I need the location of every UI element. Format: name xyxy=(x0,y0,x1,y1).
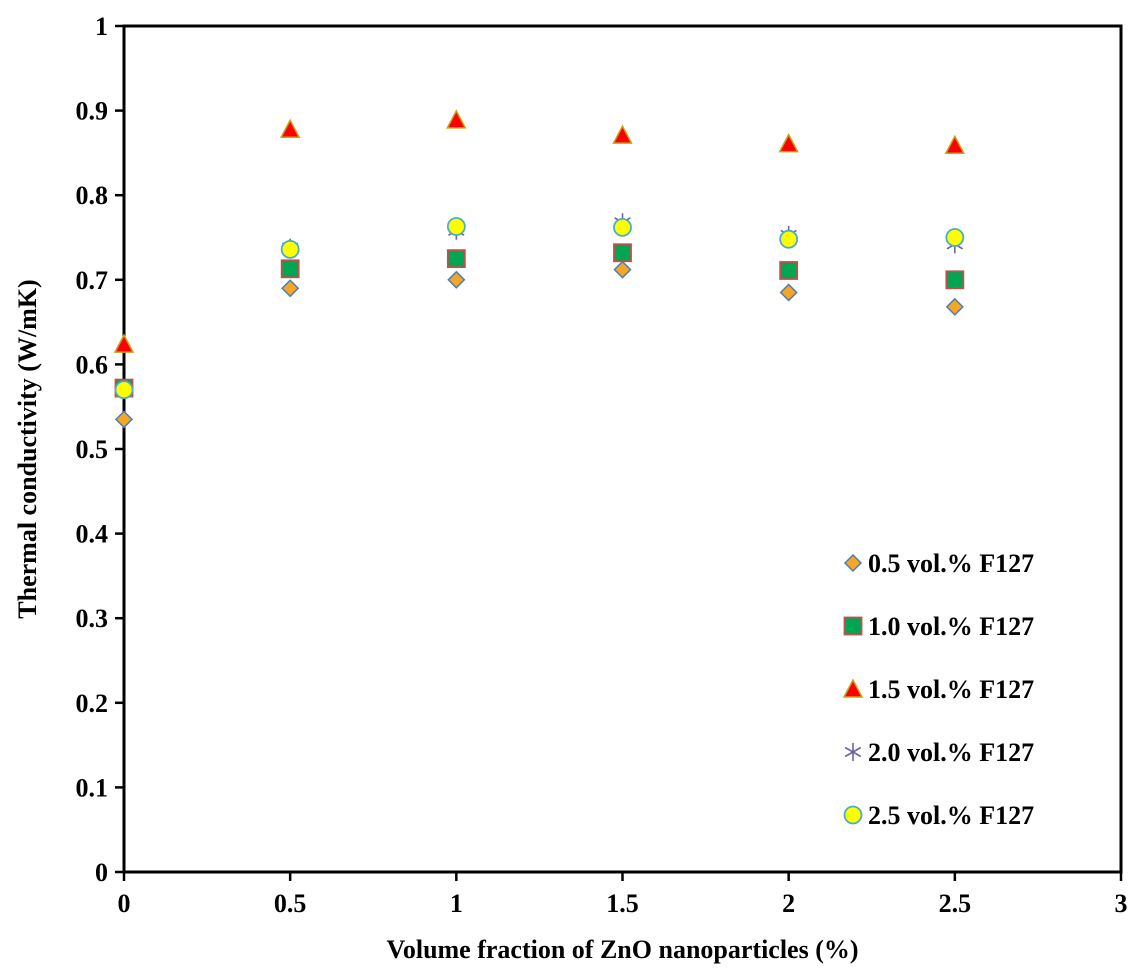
data-series xyxy=(113,109,966,429)
x-tick-label: 1.5 xyxy=(606,889,639,918)
x-tick-label: 2.5 xyxy=(939,889,972,918)
y-tick-label: 0.7 xyxy=(76,266,109,295)
data-point xyxy=(446,217,466,236)
data-point xyxy=(945,228,965,247)
data-point xyxy=(114,410,134,429)
x-tick-label: 3 xyxy=(1115,889,1128,918)
x-tick-label: 1 xyxy=(450,889,463,918)
data-point xyxy=(945,297,964,316)
data-point xyxy=(280,259,300,279)
y-tick-label: 0.5 xyxy=(76,435,109,464)
y-tick-label: 0.8 xyxy=(76,181,109,210)
legend-label: 0.5 vol.% F127 xyxy=(868,549,1034,578)
legend-label: 1.0 vol.% F127 xyxy=(868,612,1034,641)
y-tick-label: 0.3 xyxy=(76,604,109,633)
y-axis: 0 0.1 0.2 0.3 0.4 0.5 0.6 0.7 0.8 0.9 1 xyxy=(76,12,124,887)
legend-marker xyxy=(844,743,862,761)
legend: 0.5 vol.% F127 1.0 vol.% F127 1.5 vol.% F1… xyxy=(842,549,1034,830)
y-tick-label: 1 xyxy=(95,12,108,41)
x-axis-title: Volume fraction of ZnO nanoparticles (%) xyxy=(386,935,858,964)
data-point xyxy=(613,243,632,263)
y-axis-title: Thermal conductivity (W/mK) xyxy=(13,279,42,618)
data-point xyxy=(113,333,135,353)
x-tick-label: 2 xyxy=(782,889,795,918)
y-tick-label: 0 xyxy=(95,858,108,887)
legend-marker xyxy=(843,616,863,636)
data-point xyxy=(281,279,300,298)
y-tick-label: 0.1 xyxy=(76,773,109,802)
data-point xyxy=(945,270,965,290)
data-point xyxy=(779,229,799,249)
y-tick-label: 0.9 xyxy=(76,97,109,126)
data-point xyxy=(446,109,467,129)
data-point xyxy=(944,134,966,155)
legend-label: 2.0 vol.% F127 xyxy=(868,738,1034,767)
series-asterisk xyxy=(115,213,964,398)
series-circle xyxy=(114,217,965,400)
legend-marker xyxy=(842,678,864,698)
data-point xyxy=(279,118,301,138)
legend-label: 2.5 vol.% F127 xyxy=(868,801,1034,830)
data-point xyxy=(613,217,632,237)
legend-marker xyxy=(843,805,863,825)
series-square xyxy=(114,243,965,398)
legend-marker xyxy=(843,553,863,573)
y-tick-label: 0.4 xyxy=(76,520,109,549)
data-point xyxy=(613,260,632,279)
data-point xyxy=(447,270,466,289)
series-triangle xyxy=(113,109,966,353)
data-point xyxy=(280,239,300,259)
data-point xyxy=(779,261,799,280)
data-point xyxy=(446,249,466,269)
legend-label: 1.5 vol.% F127 xyxy=(868,675,1034,704)
y-tick-label: 0.2 xyxy=(76,689,109,718)
x-tick-label: 0.5 xyxy=(274,889,307,918)
data-point xyxy=(114,380,134,400)
data-point xyxy=(778,132,799,153)
x-tick-label: 0 xyxy=(118,889,131,918)
data-point xyxy=(612,124,633,144)
x-axis: 0 0.5 1 1.5 2 2.5 3 xyxy=(118,872,1128,918)
series-diamond xyxy=(114,260,964,429)
y-tick-label: 0.6 xyxy=(76,350,109,379)
data-point xyxy=(779,283,798,302)
